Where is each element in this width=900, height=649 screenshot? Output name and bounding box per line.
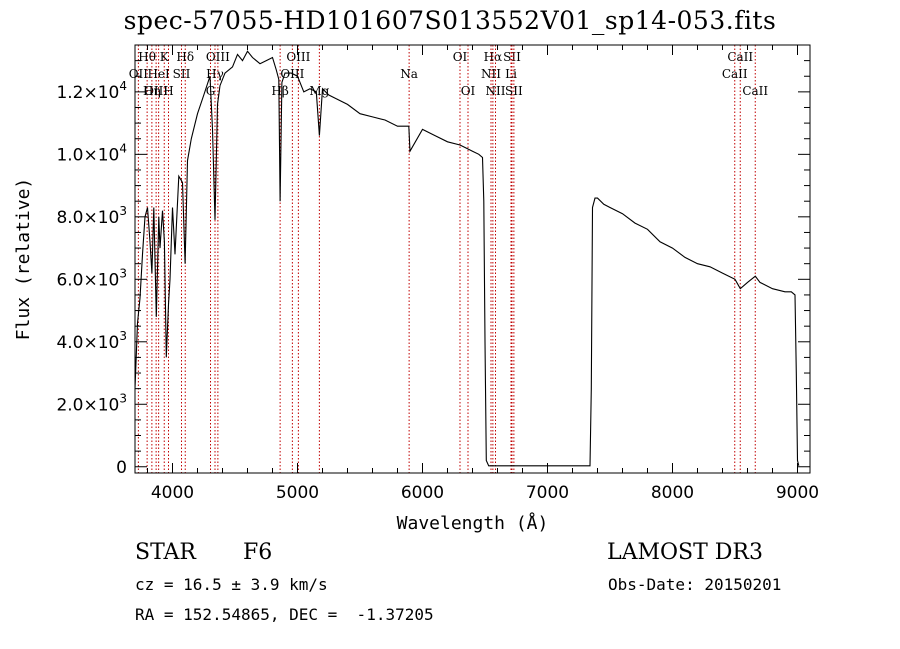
line-marker-label-25: CaII <box>727 50 753 64</box>
y-tick-label-4: 8.0×103 <box>56 204 127 228</box>
x-tick-label-5: 9000 <box>776 483 819 503</box>
observation-date: Obs-Date: 20150201 <box>608 575 782 594</box>
line-marker-label-20: SII <box>503 50 521 64</box>
y-tick-label-5: 1.0×104 <box>56 141 127 165</box>
redshift-velocity: cz = 16.5 ± 3.9 km/s <box>135 575 328 594</box>
line-marker-label-0: Hθ <box>138 50 156 64</box>
line-marker-label-7: H <box>163 84 173 98</box>
y-tick-label-3: 6.0×103 <box>56 266 127 290</box>
x-tick-label-4: 8000 <box>651 483 694 503</box>
x-tick-label-2: 6000 <box>401 483 444 503</box>
line-marker-label-17: OI <box>453 50 468 64</box>
x-tick-label-3: 7000 <box>526 483 569 503</box>
line-marker-label-21: NII <box>481 67 501 81</box>
y-tick-label-0: 0 <box>116 458 127 478</box>
y-tick-label-1: 2.0×103 <box>56 391 127 415</box>
line-marker-label-6: SII <box>173 67 191 81</box>
x-tick-label-1: 5000 <box>276 483 319 503</box>
line-marker-label-27: CaII <box>742 84 768 98</box>
line-marker-label-24: SII <box>505 84 523 98</box>
line-marker-label-8: Hδ <box>176 50 194 64</box>
object-subclass: F6 <box>243 540 273 565</box>
line-marker-label-15: Mg <box>309 84 329 98</box>
line-marker-label-3: K <box>160 50 170 64</box>
line-marker-label-26: CaII <box>722 67 748 81</box>
line-marker-label-9: OIII <box>206 50 230 64</box>
line-marker-label-18: OI <box>461 84 476 98</box>
line-marker-label-12: OIII <box>286 50 310 64</box>
y-axis-label: Flux (relative) <box>13 178 34 341</box>
y-tick-label-2: 4.0×103 <box>56 329 127 353</box>
line-marker-label-1: OII <box>129 67 149 81</box>
x-tick-label-0: 4000 <box>151 483 194 503</box>
survey-label: LAMOST DR3 <box>607 540 763 565</box>
line-marker-label-4: HeI <box>147 67 170 81</box>
spectrum-line <box>135 50 800 467</box>
object-class: STAR <box>135 540 196 565</box>
line-marker-label-14: Hβ <box>271 84 288 98</box>
line-marker-label-23: NII <box>486 84 506 98</box>
y-tick-label-6: 1.2×104 <box>56 79 127 103</box>
line-marker-label-19: Hα <box>484 50 503 64</box>
line-marker-label-5: Hη <box>143 84 161 98</box>
line-marker-label-2: OIII <box>144 84 168 98</box>
x-axis-label: Wavelength (Å) <box>397 512 549 534</box>
plot-frame <box>134 44 811 474</box>
line-marker-label-16: Na <box>400 67 418 81</box>
coordinates: RA = 152.54865, DEC = -1.37205 <box>135 605 434 624</box>
line-marker-label-22: Li <box>505 67 517 81</box>
chart-title: spec-57055-HD101607S013552V01_sp14-053.f… <box>123 6 777 35</box>
